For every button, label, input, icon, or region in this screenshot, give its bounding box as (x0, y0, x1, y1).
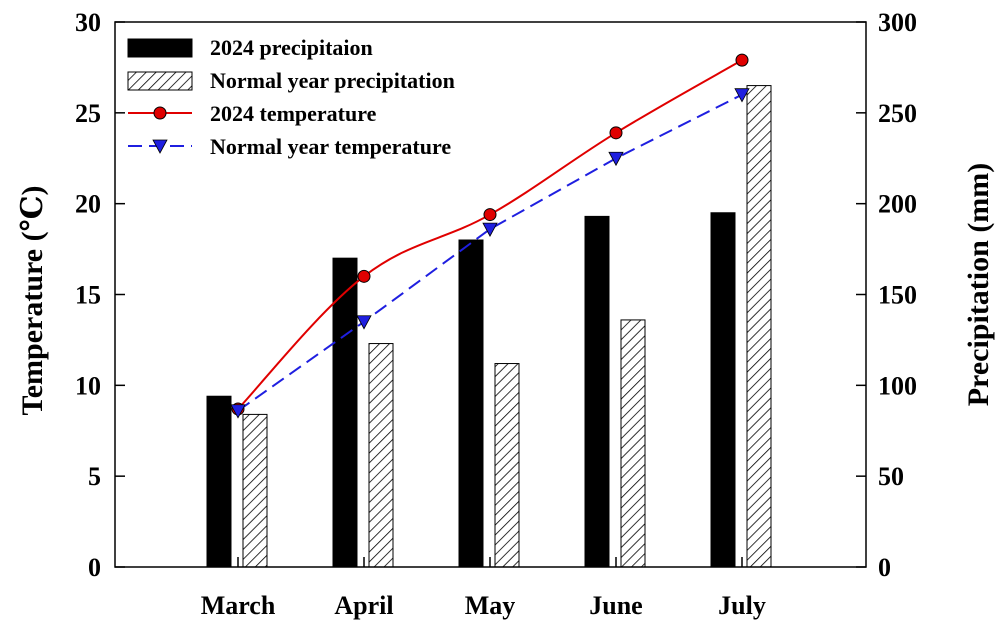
legend: 2024 precipitaion Normal year precipitati… (127, 35, 455, 159)
bar-2024-precip-april (332, 257, 358, 568)
right-tick-label: 250 (878, 99, 917, 128)
right-tick-label: 300 (878, 8, 917, 37)
bar-normal-precip-april (368, 343, 394, 568)
bar-2024-precip-may (458, 239, 484, 568)
left-tick-label: 5 (88, 462, 101, 491)
left-tick-label: 15 (75, 281, 101, 310)
legend-swatch-2024-precip (127, 38, 193, 58)
left-tick-label: 10 (75, 371, 101, 400)
bar-normal-precip-may (494, 363, 520, 568)
legend-label: Normal year precipitation (210, 68, 455, 93)
lines-layer (230, 53, 750, 419)
right-tick-label: 200 (878, 190, 917, 219)
point-2024-temp-june (609, 126, 623, 140)
right-tick-label: 0 (878, 553, 891, 582)
left-tick-label: 25 (75, 99, 101, 128)
legend-label: 2024 temperature (210, 101, 377, 126)
legend-marker-triangle (152, 139, 168, 154)
legend-swatch-normal-precip (127, 71, 193, 91)
y-axis-title-right: Precipitation (mm) (962, 163, 995, 407)
point-normal-temp-april (356, 315, 372, 330)
bar-2024-precip-march (206, 395, 232, 568)
point-normal-temp-june (608, 151, 624, 167)
point-2024-temp-april (357, 269, 371, 283)
x-tick-label: June (589, 591, 642, 620)
x-tick-label: July (718, 591, 766, 620)
y-axis-title-left: Temperature (℃) (16, 185, 49, 415)
bar-2024-precip-june (584, 215, 610, 568)
point-2024-temp-july (735, 53, 749, 67)
right-tick-label: 100 (878, 371, 917, 400)
x-tick-label: May (465, 591, 516, 620)
left-tick-label: 20 (75, 190, 101, 219)
x-tick-label: April (334, 591, 393, 620)
legend-marker-circle (153, 106, 167, 120)
bar-2024-precip-july (710, 212, 736, 568)
point-normal-temp-may (482, 222, 498, 237)
x-tick-label: March (201, 591, 276, 620)
bar-normal-precip-june (620, 319, 646, 568)
legend-label: 2024 precipitaion (210, 35, 373, 60)
point-normal-temp-july (734, 88, 750, 103)
point-2024-temp-may (483, 208, 497, 222)
bars-layer (206, 85, 772, 568)
legend-label: Normal year temperature (210, 134, 451, 159)
right-tick-label: 150 (878, 281, 917, 310)
right-tick-label: 50 (878, 462, 904, 491)
point-normal-temp-march (230, 404, 246, 419)
left-tick-label: 30 (75, 8, 101, 37)
bar-normal-precip-march (242, 413, 268, 568)
bar-normal-precip-july (746, 85, 772, 568)
left-tick-label: 0 (88, 553, 101, 582)
